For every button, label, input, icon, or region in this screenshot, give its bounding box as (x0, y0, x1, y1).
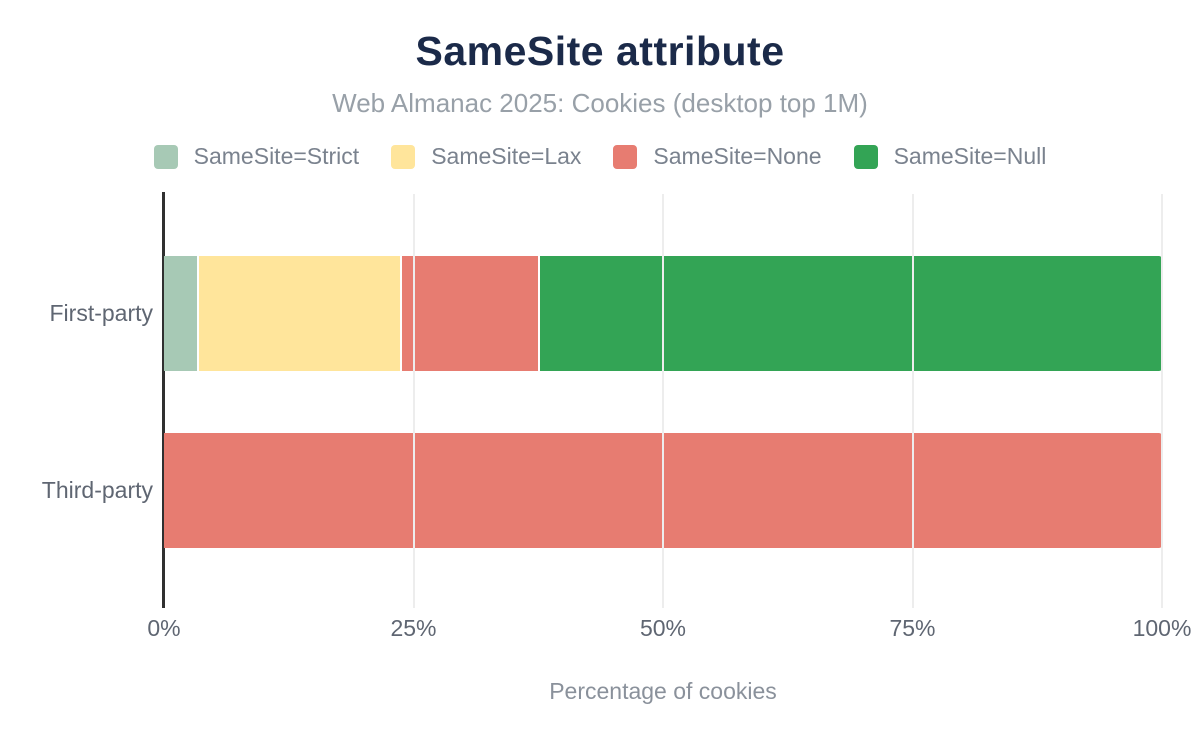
legend-swatch-strict-icon (153, 144, 178, 169)
legend: SameSite=Strict SameSite=Lax SameSite=No… (0, 143, 1200, 170)
legend-label: SameSite=None (653, 143, 822, 169)
x-tick-label: 25% (390, 615, 437, 641)
bar-segment[interactable] (402, 256, 538, 371)
legend-item-samesite-null[interactable]: SameSite=Null (853, 143, 1047, 170)
gridline (1161, 194, 1163, 608)
gridline (662, 194, 664, 608)
x-axis-title: Percentage of cookies (549, 678, 777, 704)
legend-item-samesite-none[interactable]: SameSite=None (613, 143, 822, 170)
bar-segment[interactable] (540, 256, 1162, 371)
x-tick-label: 0% (147, 615, 181, 641)
bar-segment[interactable] (198, 256, 401, 371)
legend-item-samesite-strict[interactable]: SameSite=Strict (153, 143, 360, 170)
chart-subtitle: Web Almanac 2025: Cookies (desktop top 1… (332, 88, 868, 118)
category-label-third-party: Third-party (41, 477, 153, 503)
x-tick-label: 100% (1132, 615, 1192, 641)
legend-label: SameSite=Null (893, 143, 1047, 169)
legend-swatch-null-icon (853, 144, 878, 169)
gridline (412, 194, 415, 608)
y-axis-line (162, 192, 165, 608)
bar-segment[interactable] (164, 256, 197, 371)
category-label-first-party: First-party (49, 300, 154, 326)
gridline (911, 194, 914, 608)
legend-label: SameSite=Lax (431, 143, 582, 169)
x-tick-label: 50% (639, 615, 687, 641)
chart-title: SameSite attribute (415, 28, 785, 74)
bar-row-first-party (164, 256, 1162, 371)
legend-swatch-none-icon (613, 144, 638, 169)
legend-label: SameSite=Strict (193, 143, 360, 169)
x-tick-label: 75% (889, 615, 936, 641)
legend-swatch-lax-icon (391, 144, 416, 169)
legend-item-samesite-lax[interactable]: SameSite=Lax (391, 143, 581, 170)
plot-area: 0% 25% 50% 75% 100% (147, 192, 1191, 641)
